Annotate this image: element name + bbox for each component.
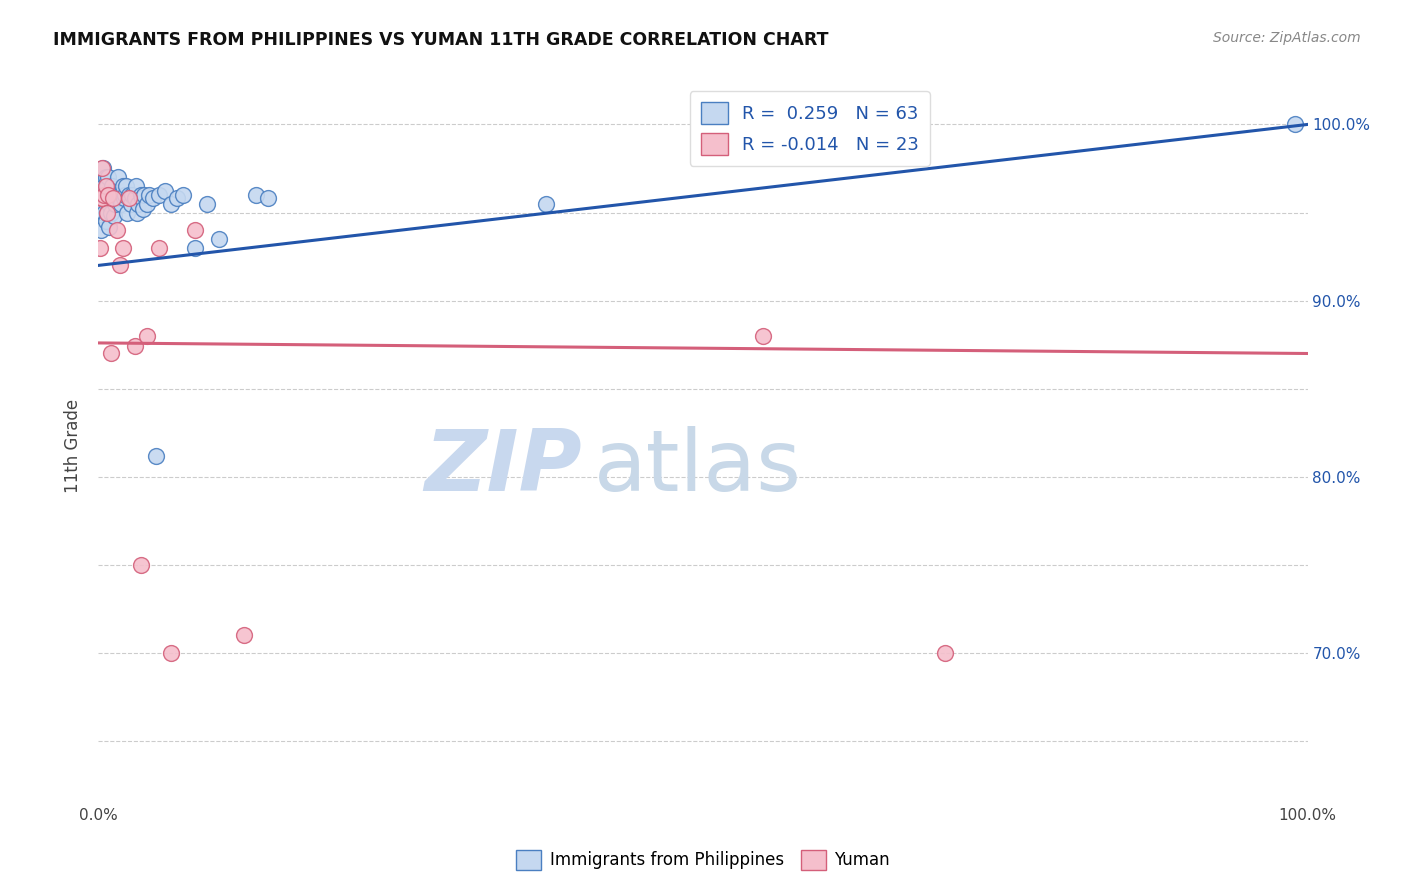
Point — [100, 346, 122, 360]
Point — [91, 170, 114, 185]
Point — [142, 191, 165, 205]
Legend: Immigrants from Philippines, Yuman: Immigrants from Philippines, Yuman — [510, 843, 896, 877]
Point — [127, 196, 149, 211]
Point — [124, 191, 146, 205]
Point — [208, 232, 231, 246]
Point — [131, 191, 153, 205]
Point — [94, 179, 117, 194]
Point — [117, 205, 139, 219]
Point — [97, 170, 120, 185]
Point — [121, 188, 143, 202]
Point — [129, 558, 152, 572]
Point — [89, 241, 111, 255]
Point — [108, 191, 131, 205]
Point — [195, 196, 218, 211]
Point — [752, 329, 775, 343]
Point — [97, 188, 120, 202]
Point — [534, 196, 557, 211]
Point — [94, 214, 117, 228]
Text: ZIP: ZIP — [425, 425, 582, 509]
Y-axis label: 11th Grade: 11th Grade — [65, 399, 83, 493]
Point — [127, 205, 149, 219]
Point — [153, 185, 176, 199]
Point — [135, 329, 157, 343]
Point — [96, 205, 118, 219]
Point — [134, 188, 156, 202]
Point — [100, 179, 122, 194]
Point — [89, 196, 111, 211]
Point — [107, 170, 129, 185]
Point — [101, 191, 124, 205]
Point — [172, 188, 194, 202]
Point — [98, 196, 121, 211]
Point — [114, 188, 136, 202]
Point — [934, 646, 956, 660]
Point — [103, 209, 125, 223]
Point — [118, 191, 141, 205]
Point — [184, 241, 207, 255]
Point — [105, 223, 128, 237]
Point — [138, 188, 160, 202]
Point — [94, 191, 117, 205]
Point — [160, 646, 183, 660]
Point — [101, 191, 124, 205]
Point — [104, 196, 127, 211]
Point — [91, 191, 114, 205]
Text: IMMIGRANTS FROM PHILIPPINES VS YUMAN 11TH GRADE CORRELATION CHART: IMMIGRANTS FROM PHILIPPINES VS YUMAN 11T… — [53, 31, 830, 49]
Point — [118, 188, 141, 202]
Point — [98, 219, 121, 234]
Point — [93, 179, 115, 194]
Point — [96, 179, 118, 194]
Point — [91, 188, 114, 202]
Point — [110, 196, 132, 211]
Point — [1284, 118, 1306, 132]
Point — [184, 223, 207, 237]
Text: Source: ZipAtlas.com: Source: ZipAtlas.com — [1213, 31, 1361, 45]
Point — [96, 191, 118, 205]
Point — [91, 161, 114, 176]
Point — [112, 191, 135, 205]
Point — [91, 188, 114, 202]
Point — [111, 179, 134, 194]
Point — [94, 170, 117, 185]
Point — [90, 179, 112, 194]
Point — [115, 179, 138, 194]
Point — [132, 202, 155, 216]
Point — [93, 205, 115, 219]
Point — [124, 339, 146, 353]
Point — [129, 188, 152, 202]
Point — [93, 188, 115, 202]
Point — [108, 259, 131, 273]
Point — [256, 191, 278, 205]
Text: atlas: atlas — [595, 425, 803, 509]
Point — [232, 628, 254, 642]
Point — [145, 449, 167, 463]
Point — [111, 241, 134, 255]
Point — [90, 223, 112, 237]
Point — [97, 188, 120, 202]
Point — [90, 191, 112, 205]
Point — [96, 205, 118, 219]
Point — [108, 188, 131, 202]
Point — [91, 161, 114, 176]
Point — [120, 196, 142, 211]
Legend: R =  0.259   N = 63, R = -0.014   N = 23: R = 0.259 N = 63, R = -0.014 N = 23 — [690, 91, 929, 166]
Point — [100, 188, 122, 202]
Point — [160, 196, 183, 211]
Point — [148, 188, 170, 202]
Point — [100, 205, 122, 219]
Point — [118, 191, 141, 205]
Point — [105, 188, 128, 202]
Point — [135, 196, 157, 211]
Point — [148, 241, 170, 255]
Point — [166, 191, 188, 205]
Point — [245, 188, 267, 202]
Point — [125, 179, 148, 194]
